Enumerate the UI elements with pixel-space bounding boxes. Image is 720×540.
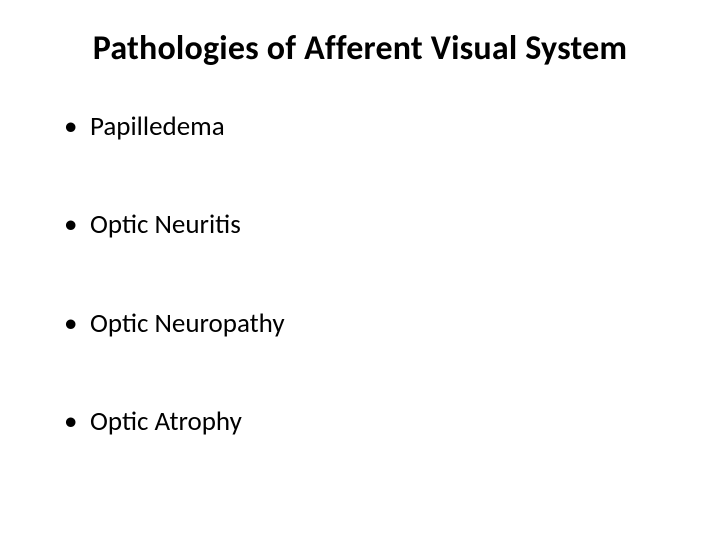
list-item: Papilledema bbox=[64, 111, 680, 143]
bullet-list: Papilledema Optic Neuritis Optic Neuropa… bbox=[40, 111, 680, 439]
slide-container: Pathologies of Afferent Visual System Pa… bbox=[0, 0, 720, 540]
slide-title: Pathologies of Afferent Visual System bbox=[40, 28, 680, 69]
list-item: Optic Neuritis bbox=[64, 209, 680, 241]
list-item: Optic Atrophy bbox=[64, 406, 680, 438]
list-item: Optic Neuropathy bbox=[64, 308, 680, 340]
